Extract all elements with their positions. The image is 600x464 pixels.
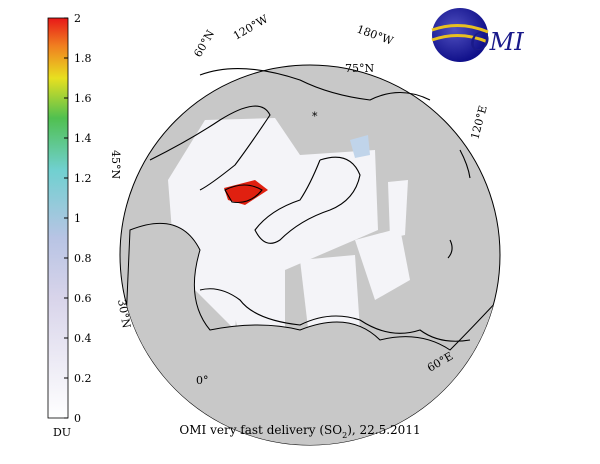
colorbar-tick-label: 0.8 (74, 252, 92, 265)
colorbar-tick-label: 1 (74, 212, 81, 225)
colorbar-tick-label: 1.8 (74, 52, 92, 65)
title-subscript: 2 (342, 431, 347, 440)
basemap: * (119, 64, 501, 446)
graticule-label: 30°N (115, 298, 133, 329)
colorbar-tick-label: 0.6 (74, 292, 92, 305)
graticule-label: 120°E (468, 104, 489, 141)
logo-text: OMI (470, 28, 524, 56)
colorbar-unit: DU (53, 426, 71, 439)
colorbar-tick-label: 0.2 (74, 372, 92, 385)
graticule-label: 180°W (355, 23, 396, 48)
colorbar-tick-label: 1.4 (74, 132, 92, 145)
graticule-label: 45°N (109, 150, 122, 179)
map-title: OMI very fast delivery (SO2), 22.5.2011 (179, 423, 420, 440)
graticule-label: 60°N (191, 27, 217, 59)
pole-marker: * (312, 110, 318, 123)
logo: OMI (431, 8, 524, 62)
colorbar-tick-label: 2 (74, 12, 81, 25)
title-text: ), 22.5.2011 (347, 423, 420, 437)
title-text: OMI very fast delivery (SO (179, 423, 342, 437)
colorbar-tick-label: 0.4 (74, 332, 92, 345)
graticule-label: 120°W (231, 12, 271, 43)
colorbar-tick-label: 1.6 (74, 92, 92, 105)
graticule-label: 0° (196, 374, 209, 387)
colorbar-tick-label: 0 (74, 412, 81, 425)
colorbar-tick-label: 1.2 (74, 172, 92, 185)
graticule-label: 75°N (345, 62, 374, 75)
